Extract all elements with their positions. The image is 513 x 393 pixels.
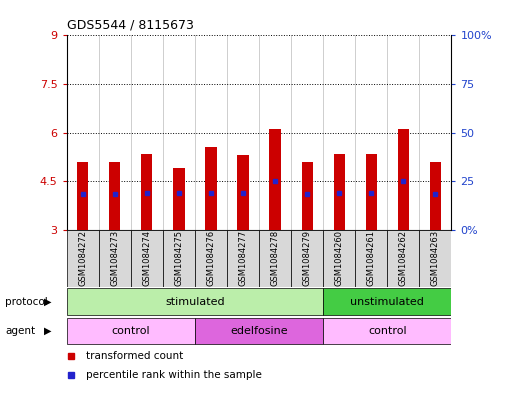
Text: GSM1084272: GSM1084272: [78, 230, 87, 286]
Bar: [323, 230, 355, 287]
Bar: [269, 129, 281, 230]
Bar: [109, 162, 121, 230]
Text: edelfosine: edelfosine: [230, 326, 288, 336]
Text: GSM1084277: GSM1084277: [239, 230, 248, 286]
Bar: [98, 230, 131, 287]
Text: GSM1084279: GSM1084279: [303, 230, 312, 286]
Text: GSM1084261: GSM1084261: [367, 230, 376, 286]
Bar: [387, 230, 420, 287]
Text: GSM1084262: GSM1084262: [399, 230, 408, 286]
Text: protocol: protocol: [5, 297, 48, 307]
Bar: [333, 154, 345, 230]
Text: control: control: [111, 326, 150, 336]
Bar: [398, 129, 409, 230]
Text: ▶: ▶: [44, 297, 51, 307]
Bar: [238, 155, 249, 230]
Bar: [430, 162, 441, 230]
Bar: [67, 230, 98, 287]
Text: control: control: [368, 326, 407, 336]
Bar: [323, 318, 451, 344]
Text: GSM1084274: GSM1084274: [142, 230, 151, 286]
Bar: [205, 147, 216, 230]
Bar: [195, 318, 323, 344]
Text: GSM1084275: GSM1084275: [174, 230, 184, 286]
Bar: [163, 230, 195, 287]
Text: GSM1084278: GSM1084278: [270, 230, 280, 286]
Text: GSM1084260: GSM1084260: [334, 230, 344, 286]
Bar: [227, 230, 259, 287]
Bar: [67, 318, 195, 344]
Bar: [302, 162, 313, 230]
Bar: [420, 230, 451, 287]
Text: GSM1084273: GSM1084273: [110, 230, 120, 286]
Text: agent: agent: [5, 326, 35, 336]
Text: ▶: ▶: [44, 326, 51, 336]
Text: transformed count: transformed count: [86, 351, 183, 361]
Text: percentile rank within the sample: percentile rank within the sample: [86, 370, 262, 380]
Bar: [366, 154, 377, 230]
Bar: [173, 168, 185, 230]
Text: GSM1084263: GSM1084263: [431, 230, 440, 286]
Bar: [67, 288, 323, 315]
Text: GSM1084276: GSM1084276: [206, 230, 215, 286]
Bar: [323, 288, 451, 315]
Bar: [141, 154, 152, 230]
Text: GDS5544 / 8115673: GDS5544 / 8115673: [67, 18, 193, 31]
Bar: [259, 230, 291, 287]
Text: stimulated: stimulated: [165, 297, 225, 307]
Bar: [195, 230, 227, 287]
Bar: [355, 230, 387, 287]
Bar: [291, 230, 323, 287]
Text: unstimulated: unstimulated: [350, 297, 424, 307]
Bar: [77, 162, 88, 230]
Bar: [131, 230, 163, 287]
